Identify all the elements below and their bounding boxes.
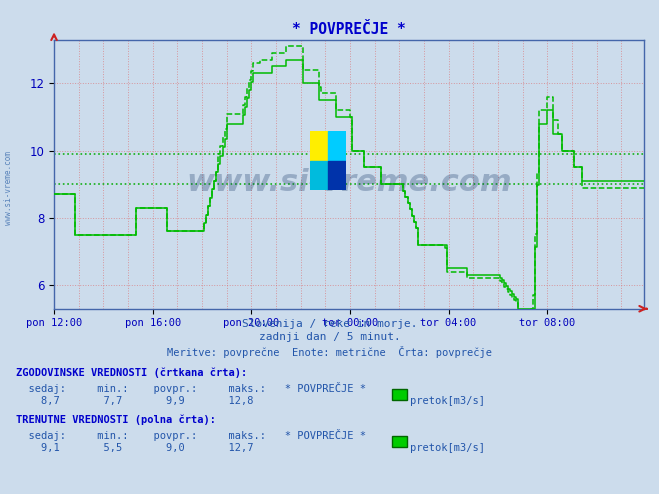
- Text: 8,7       7,7       9,9       12,8: 8,7 7,7 9,9 12,8: [16, 396, 254, 406]
- Text: www.si-vreme.com: www.si-vreme.com: [186, 167, 512, 197]
- Bar: [328, 131, 347, 161]
- Bar: [328, 161, 347, 190]
- Text: 9,1       5,5       9,0       12,7: 9,1 5,5 9,0 12,7: [16, 443, 254, 453]
- Bar: [310, 131, 328, 161]
- Text: pretok[m3/s]: pretok[m3/s]: [410, 443, 485, 453]
- Text: www.si-vreme.com: www.si-vreme.com: [4, 151, 13, 225]
- Text: pretok[m3/s]: pretok[m3/s]: [410, 396, 485, 406]
- Text: ZGODOVINSKE VREDNOSTI (črtkana črta):: ZGODOVINSKE VREDNOSTI (črtkana črta):: [16, 367, 248, 377]
- Text: sedaj:     min.:    povpr.:     maks.:   * POVPREČJE *: sedaj: min.: povpr.: maks.: * POVPREČJE …: [16, 382, 366, 394]
- Text: zadnji dan / 5 minut.: zadnji dan / 5 minut.: [258, 332, 401, 342]
- Title: * POVPREČJE *: * POVPREČJE *: [292, 22, 406, 37]
- Bar: [310, 161, 328, 190]
- Text: sedaj:     min.:    povpr.:     maks.:   * POVPREČJE *: sedaj: min.: povpr.: maks.: * POVPREČJE …: [16, 429, 366, 441]
- Text: Slovenija / reke in morje.: Slovenija / reke in morje.: [242, 319, 417, 329]
- Text: Meritve: povprečne  Enote: metrične  Črta: povprečje: Meritve: povprečne Enote: metrične Črta:…: [167, 346, 492, 358]
- Text: TRENUTNE VREDNOSTI (polna črta):: TRENUTNE VREDNOSTI (polna črta):: [16, 414, 216, 424]
